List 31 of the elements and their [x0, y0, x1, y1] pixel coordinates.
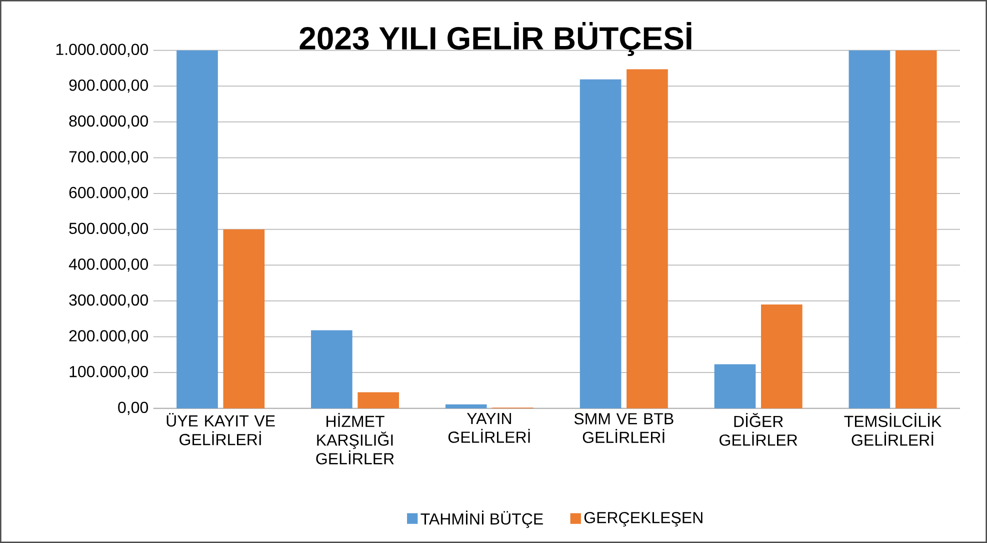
bar [761, 304, 802, 408]
bar [895, 50, 937, 408]
bar [311, 330, 352, 408]
y-tick-label: 0,00 [118, 402, 148, 415]
bar [223, 229, 265, 408]
y-tick-label: 700.000,00 [69, 151, 148, 164]
y-tick-label: 100.000,00 [70, 366, 148, 380]
y-tick-label: 200.000,00 [69, 330, 148, 344]
y-tick-label: 1.000.000,00 [56, 44, 148, 57]
legend-label: GERÇEKLEŞEN [584, 512, 702, 527]
x-tick-label: SMM VE BTB GELİRLERİ [574, 413, 674, 444]
x-tick-label: YAYIN GELİRLERİ [448, 413, 530, 443]
y-tick-label: 500.000,00 [69, 222, 148, 236]
legend-label: TAHMİNİ BÜTÇE [420, 510, 543, 528]
y-tick-label: 400.000,00 [68, 258, 148, 272]
bar [714, 364, 756, 408]
y-tick-label: 900.000,00 [69, 80, 148, 93]
x-tick-label: ÜYE KAYIT VE GELİRLERİ [166, 413, 275, 446]
chart-title: 2023 YILI GELİR BÜTÇESİ [300, 22, 692, 56]
bar [848, 50, 890, 408]
bar [626, 69, 668, 408]
bar [176, 50, 218, 408]
y-tick-label: 300.000,00 [69, 294, 148, 308]
y-tick-label: 800.000,00 [69, 115, 148, 129]
bar [358, 392, 400, 408]
x-tick-label: DİĞER GELİRLER [720, 413, 798, 446]
bar [580, 79, 622, 408]
bar [445, 404, 487, 408]
x-tick-label: TEMSİLCİLİK GELİRLERİ [844, 413, 942, 446]
y-tick-label: 600.000,00 [69, 186, 148, 200]
x-tick-label: HİZMET KARŞILIĞI GELİRLER [316, 413, 394, 464]
